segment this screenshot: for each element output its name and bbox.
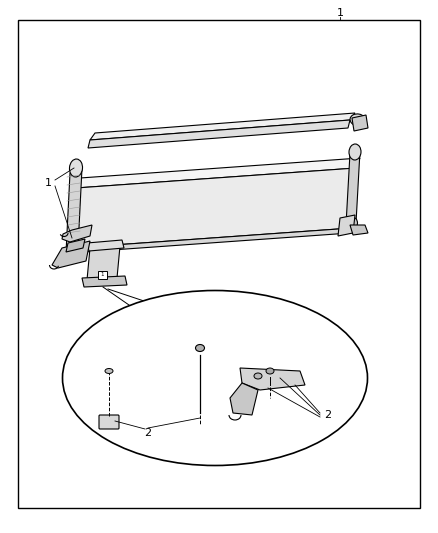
Polygon shape — [350, 225, 368, 235]
Text: 1: 1 — [45, 178, 52, 188]
Text: 2: 2 — [145, 428, 152, 438]
Polygon shape — [87, 246, 120, 280]
Polygon shape — [90, 113, 355, 140]
Ellipse shape — [63, 290, 367, 465]
Ellipse shape — [195, 344, 205, 351]
Ellipse shape — [266, 368, 274, 374]
Text: 2: 2 — [325, 410, 332, 420]
Ellipse shape — [105, 368, 113, 374]
Polygon shape — [66, 239, 85, 252]
Ellipse shape — [350, 114, 366, 126]
Polygon shape — [72, 168, 356, 248]
Polygon shape — [338, 215, 355, 236]
Ellipse shape — [346, 217, 357, 229]
Polygon shape — [66, 168, 82, 253]
Polygon shape — [88, 120, 350, 148]
Ellipse shape — [254, 373, 262, 379]
Polygon shape — [62, 225, 92, 242]
Polygon shape — [87, 240, 124, 251]
Polygon shape — [352, 115, 368, 131]
Text: 1: 1 — [101, 272, 104, 278]
Text: 1: 1 — [336, 8, 343, 18]
Polygon shape — [240, 368, 305, 390]
FancyBboxPatch shape — [99, 415, 119, 429]
Polygon shape — [76, 158, 360, 188]
Polygon shape — [346, 151, 360, 225]
Polygon shape — [230, 383, 258, 415]
Polygon shape — [82, 276, 127, 287]
Polygon shape — [52, 241, 90, 268]
Ellipse shape — [67, 244, 81, 258]
Bar — [98, 271, 107, 279]
Polygon shape — [70, 228, 352, 253]
Ellipse shape — [70, 159, 82, 177]
Ellipse shape — [349, 144, 361, 160]
